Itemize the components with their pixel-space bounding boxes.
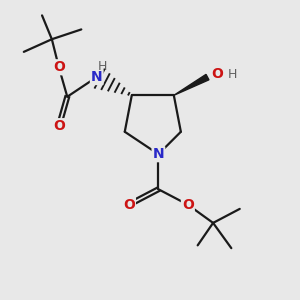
Polygon shape bbox=[174, 74, 209, 95]
Text: O: O bbox=[212, 67, 224, 81]
Text: O: O bbox=[123, 198, 135, 212]
Text: H: H bbox=[98, 60, 108, 73]
Text: H: H bbox=[228, 68, 237, 81]
Text: N: N bbox=[153, 147, 164, 161]
Text: O: O bbox=[53, 60, 65, 74]
Text: O: O bbox=[182, 198, 194, 212]
Text: O: O bbox=[53, 119, 65, 133]
Text: N: N bbox=[91, 70, 103, 84]
